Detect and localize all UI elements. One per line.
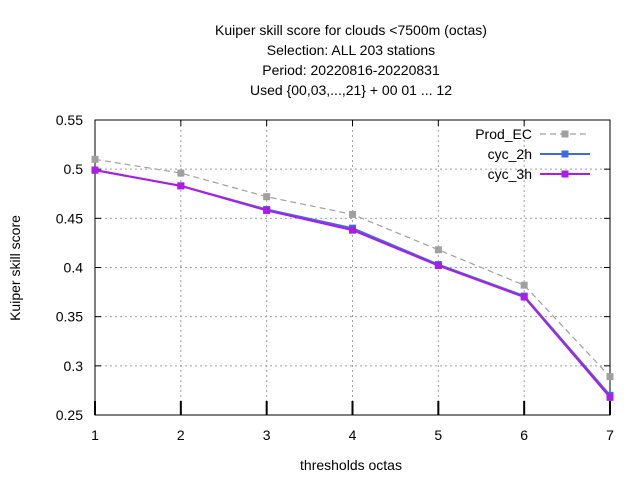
legend-label-cyc_2h: cyc_2h [488,146,532,162]
legend-marker-Prod_EC [561,130,569,138]
data-point-cyc_3h [91,166,99,174]
y-tick-label: 0.25 [56,407,83,423]
data-point-Prod_EC [263,193,271,201]
data-point-Prod_EC [520,281,528,289]
data-point-Prod_EC [177,169,185,177]
grid [95,120,610,415]
legend: Prod_EC cyc_2h cyc_3h [475,126,590,182]
title-line-2: Selection: ALL 203 stations [267,42,435,58]
data-point-cyc_3h [177,182,185,190]
y-tick-label: 0.45 [56,210,83,226]
data-point-cyc_3h [434,262,442,270]
title-line-1: Kuiper skill score for clouds <7500m (oc… [215,22,487,38]
legend-marker-cyc_2h [561,150,569,158]
x-tick-label: 4 [349,427,357,443]
legend-marker-cyc_3h [561,170,569,178]
data-point-Prod_EC [91,155,99,163]
x-tick-label: 7 [606,427,614,443]
x-axis-label: thresholds octas [300,457,402,473]
data-point-Prod_EC [434,246,442,254]
y-tick-label: 0.55 [56,112,83,128]
x-tick-label: 2 [177,427,185,443]
series-line-cyc_3h [94,169,611,398]
data-point-Prod_EC [349,210,356,218]
chart-title: Kuiper skill score for clouds <7500m (oc… [215,22,487,98]
x-tick-label: 6 [520,427,528,443]
series-Prod_EC [91,155,614,381]
series-cyc_3h [91,166,614,401]
title-line-3: Period: 20220816-20220831 [262,62,440,78]
data-point-cyc_3h [520,293,528,301]
x-tick-label: 3 [263,427,271,443]
y-tick-label: 0.4 [64,260,84,276]
y-tick-label: 0.5 [64,161,84,177]
data-point-Prod_EC [606,373,614,381]
y-axis-label: Kuiper skill score [7,215,23,321]
data-point-cyc_3h [349,226,356,234]
legend-label-Prod_EC: Prod_EC [475,126,532,142]
series [91,155,614,401]
x-tick-label: 1 [91,427,99,443]
axes: 0.25 0.3 0.35 0.4 0.45 0.5 0.55 1 2 3 4 5 6 7 [56,112,614,443]
title-line-4: Used {00,03,...,21} + 00 01 ... 12 [250,82,452,98]
legend-label-cyc_3h: cyc_3h [488,166,532,182]
data-point-cyc_3h [263,206,271,214]
y-tick-label: 0.3 [64,358,84,374]
x-tick-label: 5 [434,427,442,443]
data-point-cyc_3h [606,393,614,401]
y-tick-label: 0.35 [56,309,83,325]
